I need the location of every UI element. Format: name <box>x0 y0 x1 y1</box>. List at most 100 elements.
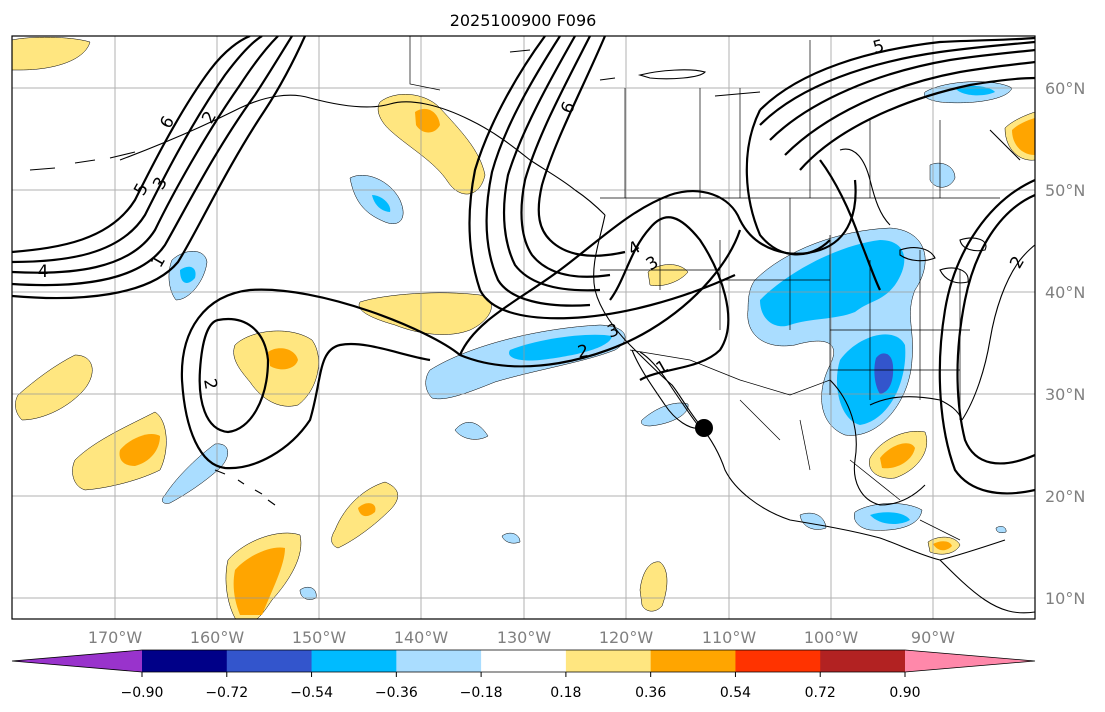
lon-label: 140°W <box>394 628 449 647</box>
contour-label: 5 <box>871 36 887 58</box>
map-title: 2025100900 F096 <box>450 11 597 30</box>
contour-line <box>12 36 293 287</box>
anomaly-region-positive-medium <box>933 541 952 551</box>
contour-label: 4 <box>38 262 49 282</box>
anomaly-region-positive-light <box>377 94 486 195</box>
lat-label: 60°N <box>1045 79 1085 98</box>
contour-line <box>485 36 591 307</box>
anomaly-region-positive-light <box>233 330 319 407</box>
aleutian-islands <box>29 151 136 171</box>
contour-line <box>745 109 831 256</box>
colorbar-tick-label: −0.18 <box>460 685 503 701</box>
anomaly-region-positive-medium <box>268 348 298 370</box>
arctic-coast <box>637 69 706 80</box>
contour-line <box>12 36 263 264</box>
anomaly-region-positive-light <box>639 561 668 612</box>
contour-label: 2 <box>576 341 590 363</box>
anomaly-region-negative-medium <box>372 195 391 212</box>
anomaly-region-negative-light <box>501 532 521 544</box>
colorbar-tick-label: −0.36 <box>375 685 418 701</box>
anomaly-region-positive-medium <box>1012 118 1035 155</box>
central-america <box>939 559 1035 614</box>
contour-line <box>759 40 1035 126</box>
map-border <box>11 35 1036 620</box>
colorbar-tick-label: −0.54 <box>290 685 333 701</box>
colorbar-extend-max <box>905 650 1035 672</box>
colorbar-tick-label: 0.54 <box>720 685 751 701</box>
anomaly-region-positive-medium <box>358 503 376 517</box>
contour-line <box>769 48 1035 141</box>
lon-label: 120°W <box>599 628 654 647</box>
lat-label: 30°N <box>1045 385 1085 404</box>
colorbar-segment <box>142 650 228 672</box>
colorbar: −0.90 −0.72 −0.54 −0.36 −0.18 0.18 0.36 0.54 0.7… <box>11 649 1036 701</box>
colorbar-segment <box>311 650 397 672</box>
us-mexico-border <box>629 349 831 396</box>
alaska-border <box>409 36 441 91</box>
height-contours <box>12 36 1035 495</box>
lat-label: 40°N <box>1045 283 1085 302</box>
anomaly-region-negative-medium <box>180 266 196 283</box>
arctic-coast <box>509 49 616 81</box>
contour-line <box>12 36 251 254</box>
contour-line <box>759 36 1035 111</box>
colorbar-tick-label: −0.90 <box>121 685 164 701</box>
canada-province-lines <box>624 40 941 198</box>
contour-line <box>458 179 857 356</box>
contour-line <box>520 36 611 278</box>
lon-label: 130°W <box>497 628 552 647</box>
lon-label: 90°W <box>911 628 955 647</box>
lon-label: 150°W <box>292 628 347 647</box>
lon-label: 160°W <box>190 628 245 647</box>
longitude-labels: 170°W 160°W 150°W 140°W 130°W 120°W 110°… <box>88 628 955 647</box>
colorbar-tick-label: 0.72 <box>805 685 836 701</box>
lat-label: 10°N <box>1045 589 1085 608</box>
anomaly-region-positive-medium <box>119 433 160 466</box>
contour-line <box>502 36 601 292</box>
contour-line <box>180 229 742 470</box>
colorbar-tick-label: 0.36 <box>635 685 666 701</box>
contour-line <box>468 36 736 320</box>
lat-label: 20°N <box>1045 487 1085 506</box>
north-america-west-coast <box>593 214 1006 561</box>
colorbar-segment <box>565 650 652 672</box>
arctic-coast <box>714 91 761 97</box>
lat-label: 50°N <box>1045 181 1085 200</box>
contour-line <box>819 159 881 291</box>
state-lines <box>600 198 970 420</box>
colorbar-segment <box>396 650 482 672</box>
east-coast <box>961 244 1035 421</box>
lon-label: 110°W <box>702 628 757 647</box>
contour-line <box>198 317 270 434</box>
lon-label: 170°W <box>88 628 143 647</box>
location-marker-dot <box>695 419 713 437</box>
colorbar-segment <box>650 650 736 672</box>
anomaly-region-negative-light <box>995 526 1007 534</box>
colorbar-segment <box>226 650 313 672</box>
anomaly-region-negative-strong <box>874 353 894 394</box>
political-borders <box>409 36 1000 541</box>
colorbar-segment <box>820 650 906 672</box>
anomaly-region-positive-light <box>12 36 91 71</box>
colorbar-tick-label: 0.18 <box>550 685 581 701</box>
contour-line <box>784 60 1035 156</box>
contour-label: 2 <box>199 377 221 391</box>
lon-label: 100°W <box>804 628 859 647</box>
contour-line <box>609 216 730 381</box>
contour-line <box>956 193 1035 465</box>
colorbar-segment <box>481 650 567 672</box>
colorbar-tick-label: 0.90 <box>889 685 920 701</box>
mexico-state-lines <box>739 399 961 541</box>
anomaly-region-negative-medium <box>870 512 910 525</box>
contour-line <box>938 178 1035 495</box>
anomaly-region-positive-medium <box>880 443 915 469</box>
contour-line <box>12 36 279 274</box>
contour-line <box>799 76 1035 171</box>
anomaly-region-positive-light <box>358 292 492 335</box>
colorbar-tick-label: −0.72 <box>205 685 248 701</box>
anomaly-region-negative-light <box>641 402 689 427</box>
anomaly-region-negative-medium <box>509 334 612 361</box>
anomaly-region-positive-light <box>72 411 167 491</box>
alaska-coastline <box>119 94 606 216</box>
